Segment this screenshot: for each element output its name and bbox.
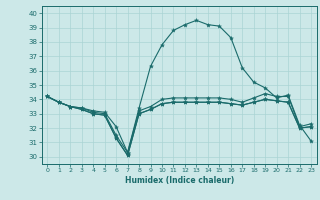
X-axis label: Humidex (Indice chaleur): Humidex (Indice chaleur) [124, 176, 234, 185]
